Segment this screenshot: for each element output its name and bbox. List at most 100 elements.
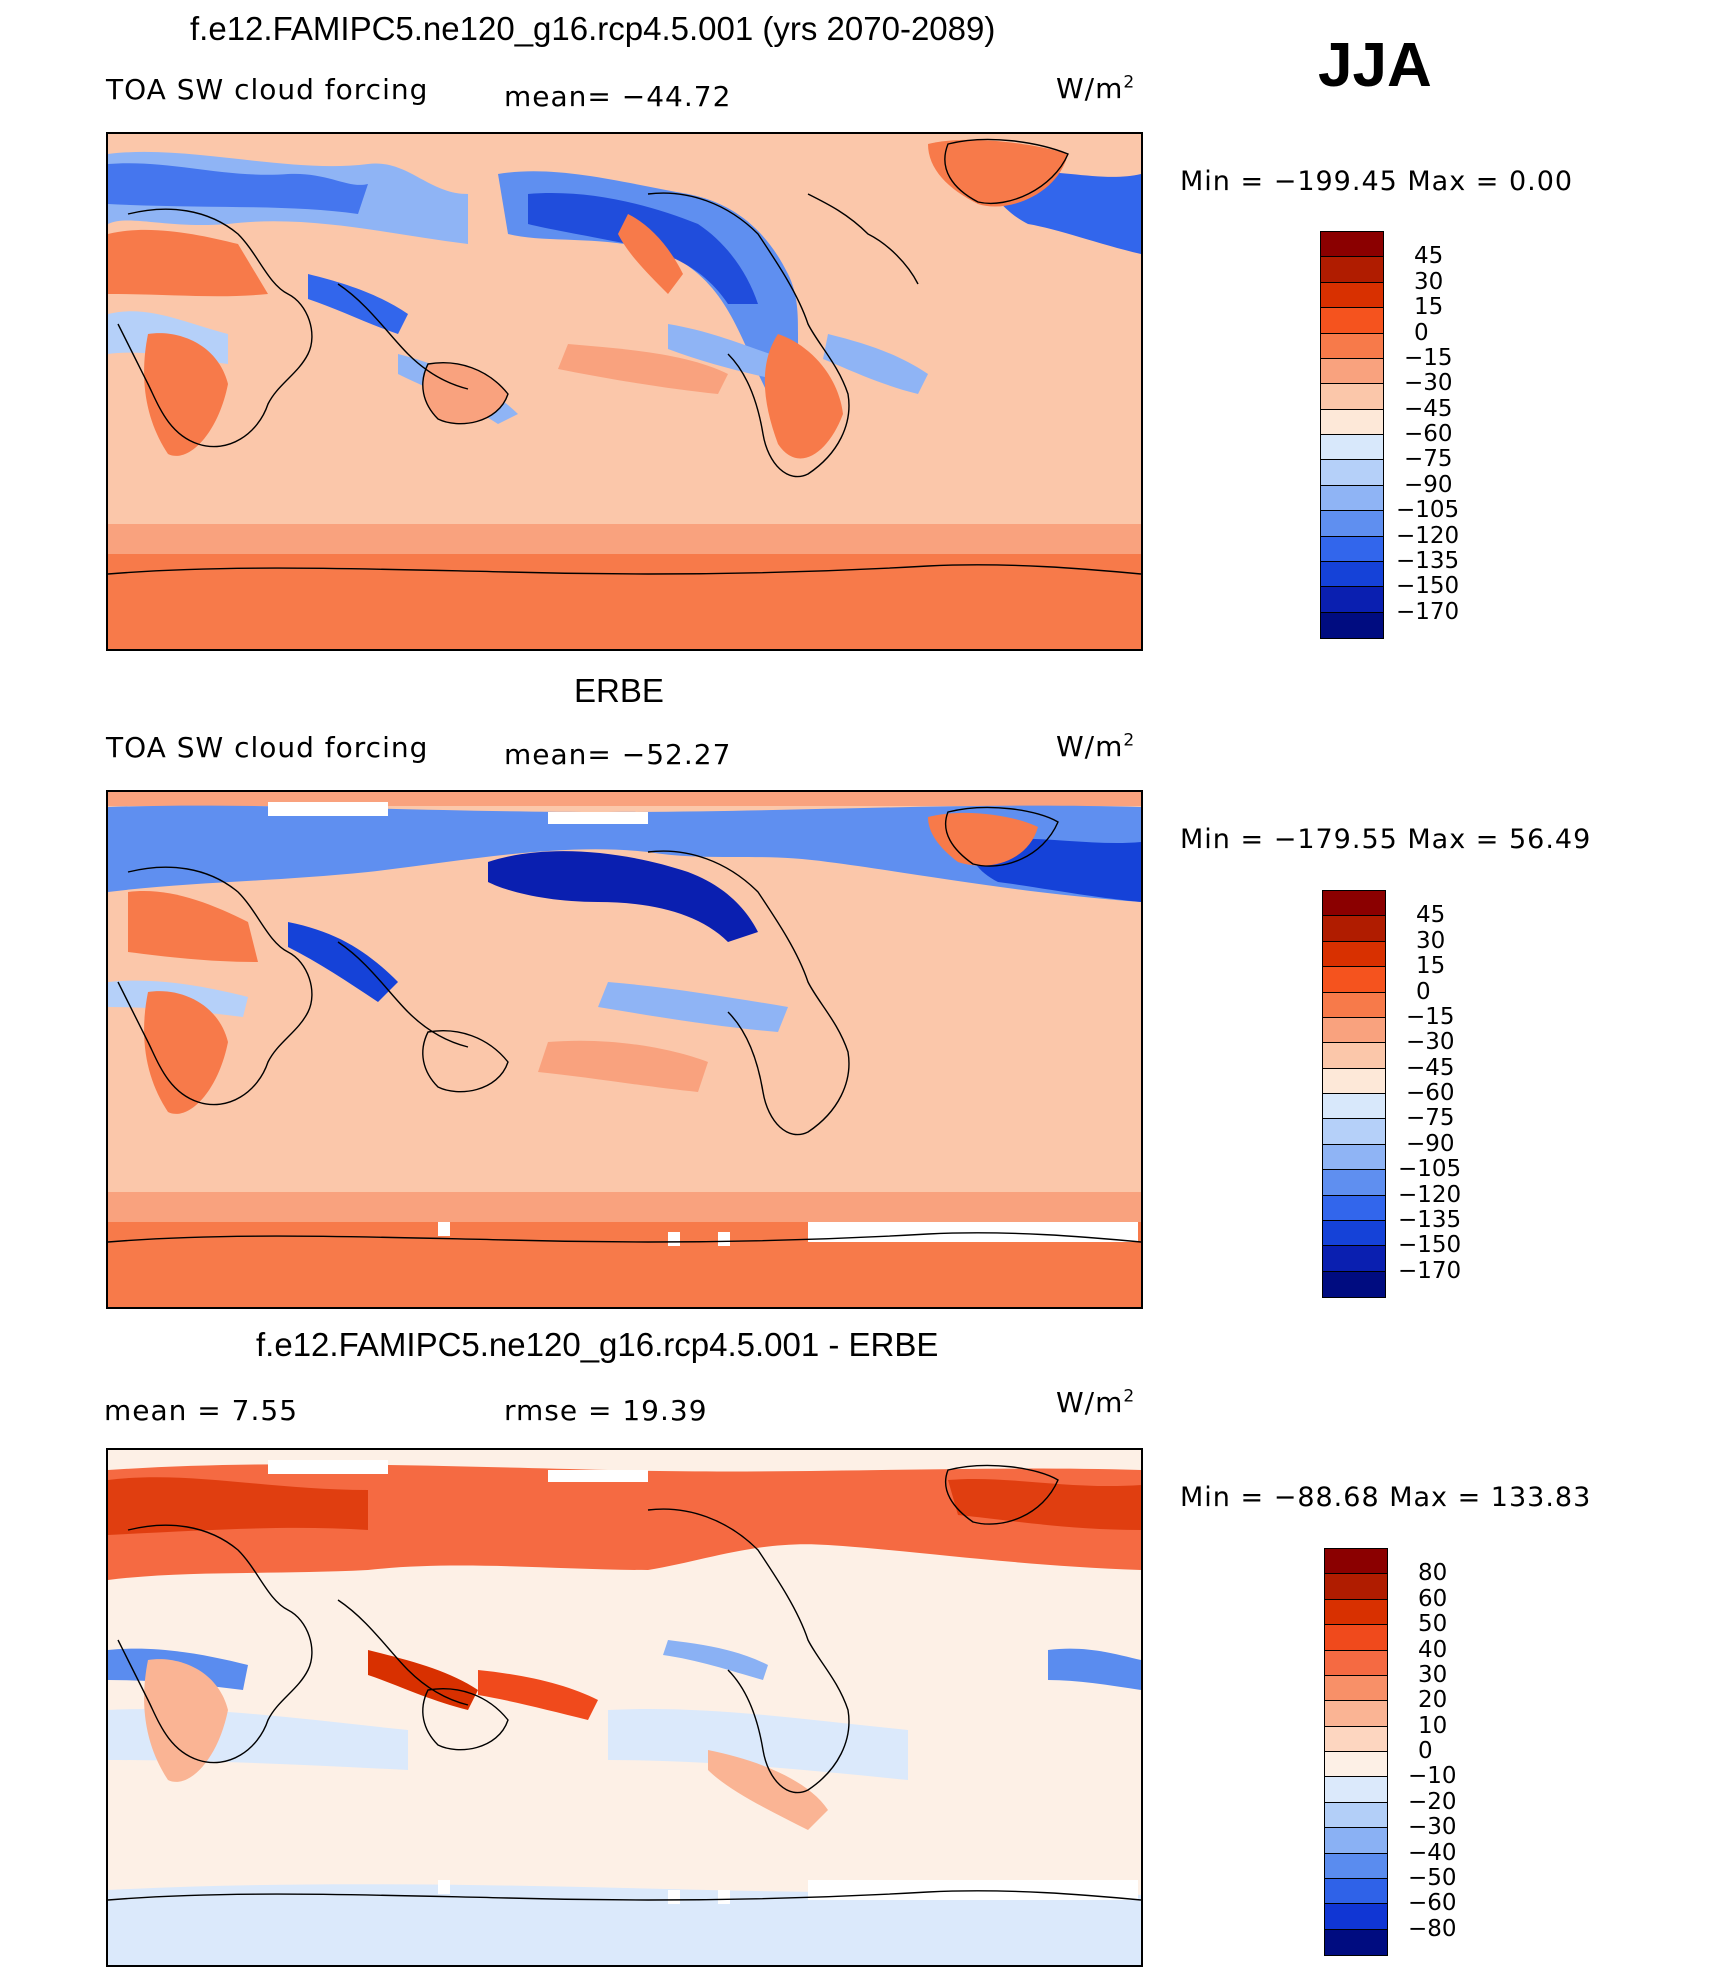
colorbar-cell [1325,1853,1387,1879]
colorbar-cell [1323,1195,1385,1221]
colorbar-tick-label: −45 [1406,1054,1455,1081]
colorbar-cell [1323,1144,1385,1171]
panel-2-minmax: Min = −179.55 Max = 56.49 [1180,824,1592,855]
panel-3-title: f.e12.FAMIPC5.ne120_g16.rcp4.5.001 - ERB… [256,1326,939,1363]
colorbar-tick-label: −75 [1404,446,1453,473]
panel-3-map-svg [108,1450,1141,1965]
colorbar-cell [1321,358,1383,385]
colorbar-cell [1321,485,1383,512]
colorbar-cell [1323,941,1385,968]
colorbar-cell [1323,1220,1385,1247]
panel-2-variable-label: TOA SW cloud forcing [106,731,429,764]
colorbar-cell [1321,333,1383,359]
colorbar-cell [1323,1094,1385,1120]
colorbar-cell [1325,1675,1387,1702]
colorbar-cell [1321,435,1383,461]
colorbar-tick-label: −60 [1406,1080,1455,1106]
colorbar-tick-label: −30 [1406,1029,1455,1056]
panel-3-colorbar [1324,1548,1388,1956]
colorbar-tick-label: 30 [1414,268,1444,295]
colorbar-tick-label: −15 [1406,1003,1455,1030]
panel-2-map [106,790,1143,1309]
panel-1-minmax: Min = −199.45 Max = 0.00 [1180,166,1574,197]
colorbar-cell [1321,587,1383,613]
panel-1-colorbar [1320,231,1384,639]
colorbar-cell [1325,1625,1387,1651]
colorbar-tick-label: 45 [1414,243,1444,270]
colorbar-tick-label: −150 [1398,1232,1462,1259]
colorbar-cell [1323,1068,1385,1094]
colorbar-cell [1325,1599,1387,1626]
colorbar-cell [1323,1170,1385,1196]
colorbar-tick-label: 15 [1416,953,1446,980]
colorbar-tick-label: 10 [1418,1712,1448,1739]
colorbar-cell [1321,409,1383,435]
panel-3-units: W/m2 [1056,1386,1136,1419]
colorbar-tick-label: −10 [1408,1763,1457,1790]
season-label: JJA [1318,31,1432,100]
colorbar-cell [1325,1650,1387,1676]
panel-2-map-svg [108,792,1141,1307]
colorbar-tick-label: −20 [1408,1788,1457,1815]
colorbar-tick-label: 0 [1418,1738,1433,1764]
colorbar-tick-label: −135 [1396,547,1460,574]
panel-1-variable-label: TOA SW cloud forcing [106,73,429,106]
panel-3-map [106,1448,1143,1967]
colorbar-cell [1325,1904,1387,1930]
colorbar-cell [1321,612,1383,638]
panel-2-colorbar [1322,890,1386,1298]
colorbar-cell [1325,1828,1387,1854]
panel-1-mean-label: mean= −44.72 [504,80,732,113]
colorbar-cell [1325,1574,1387,1600]
colorbar-cell [1321,232,1383,258]
colorbar-tick-label: 80 [1418,1560,1448,1587]
colorbar-tick-label: 0 [1414,319,1429,346]
colorbar-tick-label: −50 [1408,1864,1457,1891]
colorbar-tick-label: −170 [1396,598,1460,625]
colorbar-tick-label: 30 [1416,927,1446,954]
colorbar-cell [1323,992,1385,1018]
panel-2-mean-label: mean= −52.27 [504,738,732,771]
colorbar-tick-label: −135 [1398,1206,1462,1233]
colorbar-tick-label: 50 [1418,1611,1448,1638]
panel-1-units: W/m2 [1056,72,1136,105]
colorbar-tick-label: −45 [1404,395,1453,422]
colorbar-cell [1323,1017,1385,1044]
colorbar-tick-label: 45 [1416,902,1446,929]
colorbar-cell [1325,1878,1387,1905]
panel-1-title: f.e12.FAMIPC5.ne120_g16.rcp4.5.001 (yrs … [190,10,996,47]
panel-3-rmse-label: rmse = 19.39 [504,1394,708,1427]
colorbar-tick-label: −170 [1398,1257,1462,1284]
colorbar-cell [1321,308,1383,334]
colorbar-cell [1325,1802,1387,1829]
panel-1-map-svg [108,134,1141,649]
colorbar-cell [1321,536,1383,562]
colorbar-tick-label: 30 [1418,1661,1448,1688]
colorbar-cell [1325,1929,1387,1955]
colorbar-tick-label: −90 [1404,471,1453,498]
colorbar-cell [1321,257,1383,283]
colorbar-tick-label: 0 [1416,978,1431,1005]
colorbar-tick-label: −150 [1396,573,1460,600]
colorbar-tick-label: −120 [1396,522,1460,549]
colorbar-cell [1321,561,1383,588]
panel-2-units: W/m2 [1056,730,1136,763]
colorbar-tick-label: −75 [1406,1105,1455,1132]
colorbar-tick-label: −60 [1404,421,1453,447]
panel-1-map [106,132,1143,651]
colorbar-cell [1325,1777,1387,1803]
colorbar-cell [1323,1119,1385,1145]
colorbar-cell [1323,967,1385,993]
panel-3-minmax: Min = −88.68 Max = 133.83 [1180,1482,1592,1513]
colorbar-tick-label: −30 [1404,370,1453,397]
colorbar-tick-label: 60 [1418,1585,1448,1612]
panel-3-mean-label: mean = 7.55 [104,1394,299,1427]
colorbar-cell [1323,1271,1385,1297]
colorbar-cell [1321,384,1383,410]
colorbar-cell [1325,1549,1387,1575]
colorbar-cell [1323,1043,1385,1069]
colorbar-cell [1323,1246,1385,1272]
colorbar-cell [1325,1726,1387,1752]
colorbar-cell [1325,1701,1387,1727]
colorbar-cell [1321,282,1383,309]
